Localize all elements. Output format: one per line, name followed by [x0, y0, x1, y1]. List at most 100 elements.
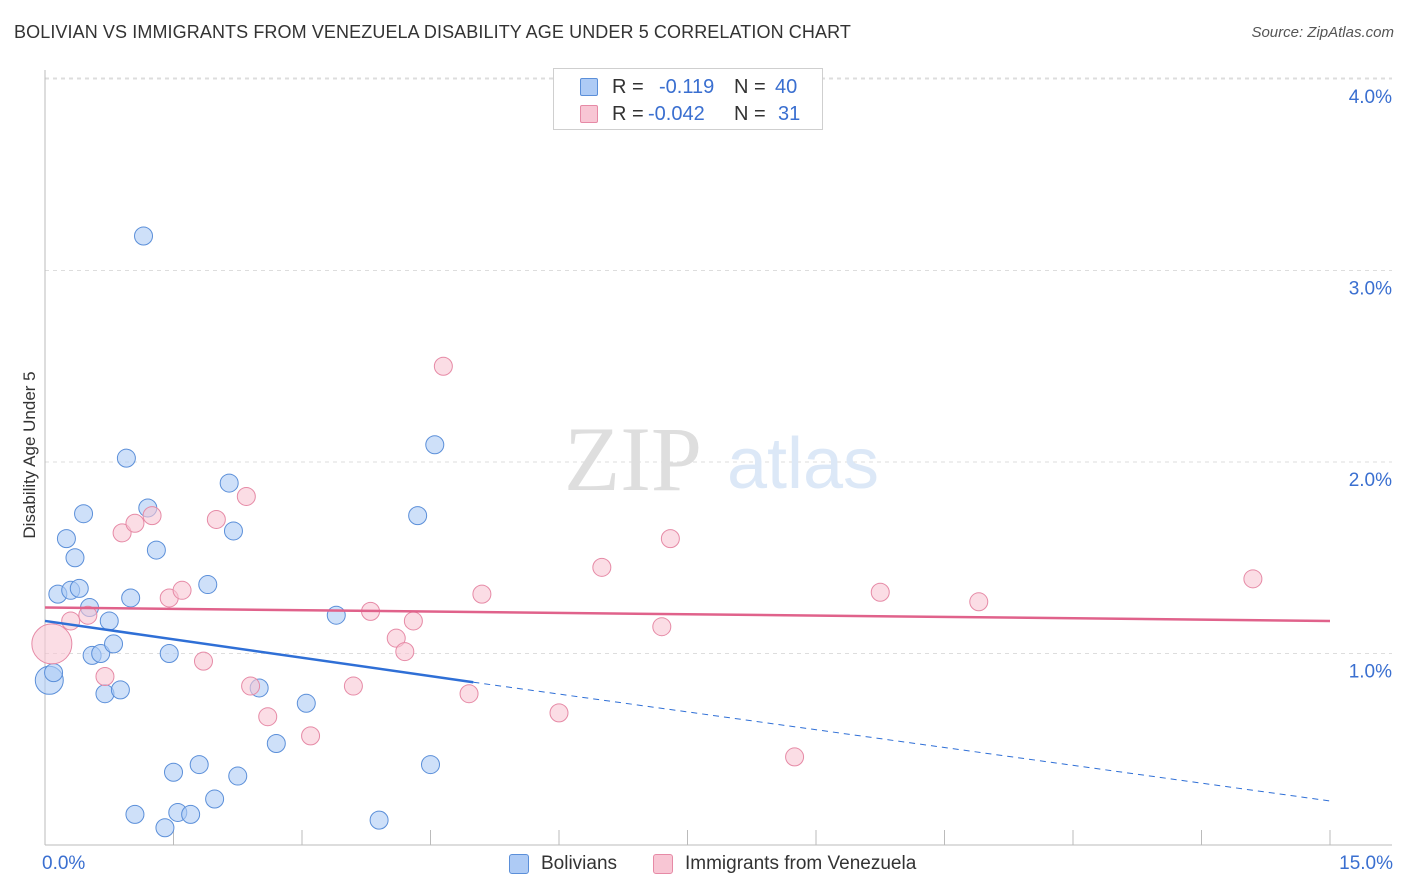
trend-lines: [44, 606, 1331, 802]
point-bolivians: [198, 575, 218, 595]
point-venezuela: [206, 509, 226, 529]
legend-r-value: -0.119: [659, 75, 715, 98]
watermark: ZIP atlas: [564, 408, 879, 510]
point-bolivians: [164, 762, 183, 782]
trend-line-venezuela: [44, 606, 1331, 623]
point-venezuela: [125, 513, 145, 533]
point-venezuela: [870, 582, 890, 602]
point-bolivians: [189, 755, 209, 775]
point-bolivians: [369, 810, 389, 830]
point-bolivians: [74, 504, 94, 524]
series-bolivians: [34, 226, 445, 838]
point-bolivians: [159, 644, 179, 663]
tick-labels: 1.0% 2.0% 3.0% 4.0% 0.0% 15.0%: [42, 87, 1393, 874]
point-bolivians: [155, 818, 175, 838]
point-venezuela: [258, 707, 278, 727]
point-venezuela: [549, 703, 569, 723]
series-venezuela: [31, 356, 1263, 767]
legend-r-label: R =: [612, 102, 644, 125]
legend-item-bolivians: Bolivians: [509, 850, 617, 878]
point-bolivians: [219, 473, 239, 493]
point-venezuela: [241, 676, 261, 696]
point-venezuela: [172, 580, 192, 600]
axes: [44, 70, 1392, 846]
point-bolivians: [91, 644, 111, 663]
legend-item-venezuela: Immigrants from Venezuela: [653, 850, 916, 878]
point-venezuela: [459, 684, 479, 704]
point-venezuela: [301, 726, 321, 746]
point-venezuela: [1243, 569, 1263, 589]
point-bolivians: [228, 766, 248, 786]
point-venezuela: [785, 747, 805, 767]
grid-lines: [45, 77, 1392, 654]
y-tick-label: 1.0%: [1349, 662, 1392, 683]
correlation-legend: R = -0.119 N = 40 R = -0.042 N = 31: [553, 68, 823, 130]
legend-swatch-pink: [653, 854, 673, 874]
point-bolivians: [44, 663, 64, 683]
point-bolivians: [116, 448, 136, 468]
point-bolivians: [296, 693, 316, 713]
point-bolivians: [223, 521, 243, 541]
legend-n-value: 40: [775, 75, 798, 98]
point-bolivians: [146, 540, 166, 560]
point-venezuela: [193, 651, 213, 671]
legend-label-bolivians: Bolivians: [541, 853, 618, 874]
watermark-zip: ZIP: [564, 408, 702, 510]
legend-n-label: N =: [734, 75, 766, 98]
point-bolivians: [99, 611, 119, 631]
point-venezuela: [592, 557, 612, 577]
point-bolivians: [205, 789, 225, 809]
point-bolivians: [121, 588, 141, 608]
trend-line-bolivians: [44, 619, 474, 684]
point-bolivians: [134, 226, 154, 246]
point-venezuela: [433, 356, 453, 376]
legend-swatch-pink: [580, 105, 598, 123]
point-bolivians: [408, 506, 428, 526]
point-venezuela: [61, 611, 81, 631]
point-venezuela: [236, 486, 256, 506]
chart-title: BOLIVIAN VS IMMIGRANTS FROM VENEZUELA DI…: [14, 22, 851, 42]
point-venezuela: [386, 628, 406, 648]
point-bolivians: [110, 680, 130, 700]
legend-row-venezuela: R = -0.042 N = 31: [554, 101, 822, 127]
y-tick-label: 4.0%: [1349, 87, 1392, 108]
point-venezuela: [395, 642, 415, 662]
x-tick-label: 0.0%: [42, 853, 85, 874]
point-bolivians: [104, 634, 124, 654]
point-venezuela: [142, 506, 162, 526]
legend-n-label: N =: [734, 102, 766, 125]
point-bolivians: [56, 529, 76, 549]
legend-r-value: -0.042: [648, 102, 705, 125]
y-axis-label: Disability Age Under 5: [20, 371, 39, 539]
trend-line-bolivians-extension: [473, 681, 1331, 802]
y-tick-label: 3.0%: [1349, 279, 1392, 300]
legend-r-label: R =: [612, 75, 644, 98]
y-tick-label: 2.0%: [1349, 470, 1392, 491]
point-venezuela: [660, 529, 680, 549]
point-bolivians: [181, 804, 201, 824]
point-bolivians: [421, 755, 440, 775]
point-venezuela: [403, 611, 423, 631]
legend-label-venezuela: Immigrants from Venezuela: [685, 853, 917, 874]
watermark-atlas: atlas: [727, 424, 879, 504]
x-tick-label: 15.0%: [1339, 853, 1393, 874]
point-bolivians: [125, 804, 145, 824]
point-venezuela: [78, 605, 98, 625]
point-venezuela: [95, 666, 115, 686]
point-bolivians: [326, 605, 346, 625]
point-bolivians: [425, 435, 445, 455]
point-bolivians: [69, 578, 89, 598]
point-venezuela: [652, 617, 672, 637]
point-venezuela: [112, 523, 132, 543]
point-bolivians: [266, 734, 286, 754]
point-venezuela: [969, 592, 989, 612]
source-credit: Source: ZipAtlas.com: [1251, 24, 1394, 41]
legend-row-bolivians: R = -0.119 N = 40: [554, 74, 822, 100]
point-venezuela: [472, 584, 492, 604]
point-venezuela: [343, 676, 363, 696]
legend-n-value: 31: [778, 102, 801, 125]
legend-swatch-blue: [580, 78, 598, 96]
legend-swatch-blue: [509, 854, 529, 874]
series-legend: Bolivians Immigrants from Venezuela: [0, 850, 1406, 878]
